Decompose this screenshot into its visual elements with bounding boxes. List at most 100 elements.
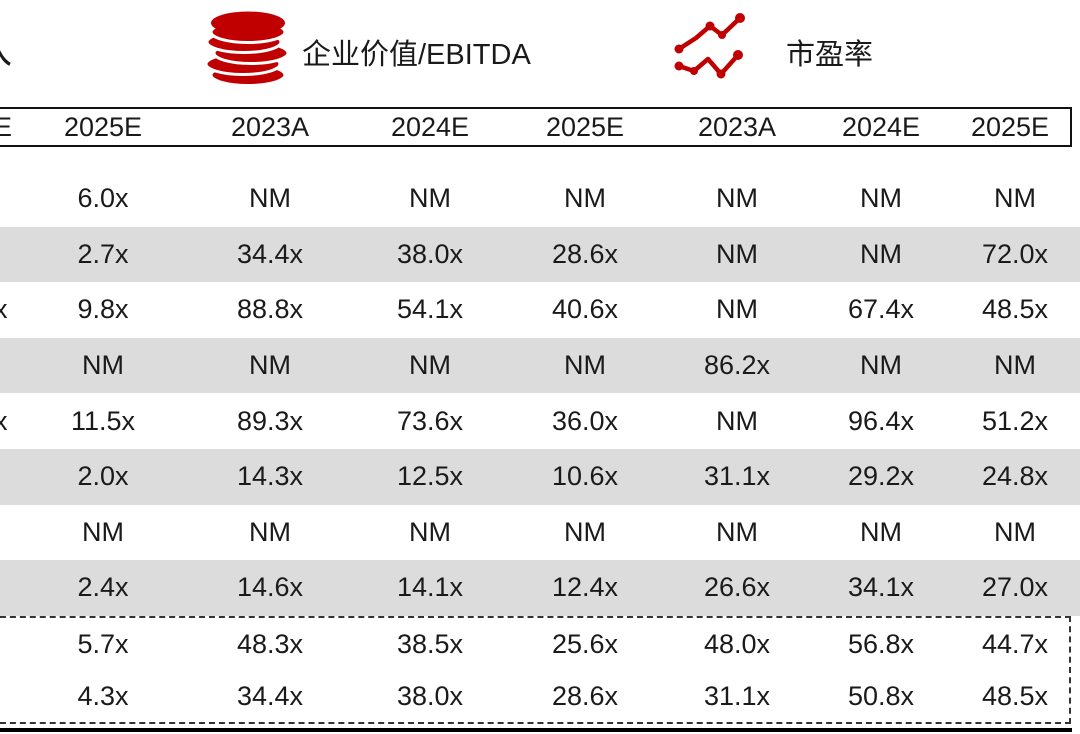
summary-row: 4.3x 34.4x 38.0x 28.6x 31.1x 50.8x 48.5x xyxy=(0,670,1080,722)
table-row: 2.4x 14.6x 14.1x 12.4x 26.6x 34.1x 27.0x xyxy=(0,560,1080,616)
comps-table: E 2025E 2023A 2024E 2025E 2023A 2024E 20… xyxy=(0,107,1080,724)
table-cell: x xyxy=(0,294,8,325)
table-cell: 24.8x xyxy=(981,461,1049,492)
table-cell: 48.0x xyxy=(703,629,771,659)
table-cell: 50.8x xyxy=(847,680,915,711)
table-cell: 11.5x xyxy=(70,405,136,436)
table-cell: 96.4x xyxy=(847,405,915,436)
table-row: x 11.5x 89.3x 73.6x 36.0x NM 96.4x 51.2x xyxy=(0,393,1080,449)
table-cell: NM xyxy=(860,350,902,381)
column-header: E xyxy=(0,111,13,142)
table-row: NM NM NM NM 86.2x NM NM xyxy=(0,337,1080,394)
table-cell: NM xyxy=(860,183,902,214)
table-cell: NM xyxy=(249,350,291,381)
table-cell: NM xyxy=(716,183,758,214)
summary-box: 5.7x 48.3x 38.5x 25.6x 48.0x 56.8x 44.7x… xyxy=(0,615,1071,724)
table-row: 6.0x NM NM NM NM NM NM xyxy=(0,171,1080,227)
table-cell: 51.2x xyxy=(981,405,1049,436)
summary-row: 5.7x 48.3x 38.5x 25.6x 48.0x 56.8x 44.7x xyxy=(0,619,1080,671)
table-cell: NM xyxy=(409,350,451,381)
table-cell: 34.4x xyxy=(236,680,304,711)
table-body: 6.0x NM NM NM NM NM NM 2.7x 34.4x 38.0x … xyxy=(0,147,1080,724)
table-cell: 72.0x xyxy=(981,238,1049,269)
table-cell: 56.8x xyxy=(847,629,915,659)
column-header: 2024E xyxy=(390,111,470,142)
table-cell: NM xyxy=(860,238,902,269)
table-bottom-rule xyxy=(0,728,1072,732)
table-cell: 14.3x xyxy=(236,461,304,492)
table-row: x 9.8x 88.8x 54.1x 40.6x NM 67.4x 48.5x xyxy=(0,282,1080,338)
table-cell: 28.6x xyxy=(551,238,619,269)
table-cell: 38.0x xyxy=(396,238,464,269)
table-cell: 38.5x xyxy=(396,629,464,659)
table-cell: 14.1x xyxy=(396,572,464,603)
table-cell: 2.4x xyxy=(77,572,129,603)
table-row: 2.7x 34.4x 38.0x 28.6x NM NM 72.0x xyxy=(0,226,1080,283)
legend-bar: 入 企业价值/EBITDA xyxy=(0,0,1080,107)
table-cell: NM xyxy=(716,405,758,436)
table-cell: 9.8x xyxy=(77,294,129,325)
table-cell: 48.3x xyxy=(236,629,304,659)
table-cell: 34.4x xyxy=(236,238,304,269)
table-cell: x xyxy=(0,405,8,436)
table-cell: 25.6x xyxy=(551,629,619,659)
column-header: 2023A xyxy=(230,111,310,142)
table-cell: 14.6x xyxy=(236,572,304,603)
table-row: NM NM NM NM NM NM NM xyxy=(0,505,1080,561)
cropped-legend-label-fragment: 入 xyxy=(0,22,12,74)
table-cell: 54.1x xyxy=(396,294,464,325)
table-cell: 12.5x xyxy=(396,461,464,492)
column-header: 2023A xyxy=(697,111,777,142)
table-cell: NM xyxy=(564,350,606,381)
table-cell: NM xyxy=(716,238,758,269)
table-cell: 40.6x xyxy=(551,294,619,325)
table-cell: 2.0x xyxy=(77,461,129,492)
table-cell: NM xyxy=(716,516,758,547)
table-cell: NM xyxy=(409,183,451,214)
table-cell: 5.7x xyxy=(77,629,129,659)
table-cell: 34.1x xyxy=(847,572,915,603)
table-cell: 31.1x xyxy=(703,461,771,492)
table-cell: 28.6x xyxy=(551,680,619,711)
table-cell: 10.6x xyxy=(551,461,619,492)
table-cell: 29.2x xyxy=(847,461,915,492)
table-cell: 12.4x xyxy=(551,572,619,603)
table-cell: 27.0x xyxy=(981,572,1049,603)
table-cell: 38.0x xyxy=(396,680,464,711)
table-cell: 6.0x xyxy=(77,183,129,214)
table-cell: NM xyxy=(82,516,124,547)
table-cell: 88.8x xyxy=(236,294,304,325)
ev-ebitda-label: 企业价值/EBITDA xyxy=(302,39,531,71)
table-cell: NM xyxy=(249,183,291,214)
table-cell: 31.1x xyxy=(703,680,771,711)
table-cell: NM xyxy=(716,294,758,325)
table-header-row: E 2025E 2023A 2024E 2025E 2023A 2024E 20… xyxy=(0,107,1072,147)
column-header: 2025E xyxy=(63,111,143,142)
table-cell: 89.3x xyxy=(236,405,304,436)
table-cell: NM xyxy=(994,350,1036,381)
table-cell: 48.5x xyxy=(981,680,1049,711)
table-cell: NM xyxy=(249,516,291,547)
column-header: 2025E xyxy=(970,111,1050,142)
table-cell: NM xyxy=(994,183,1036,214)
table-cell: NM xyxy=(409,516,451,547)
table-cell: 86.2x xyxy=(703,350,771,381)
table-cell: 26.6x xyxy=(703,572,771,603)
column-header: 2024E xyxy=(841,111,921,142)
table-cell: 67.4x xyxy=(847,294,915,325)
table-cell: NM xyxy=(82,350,124,381)
table-cell: 4.3x xyxy=(77,680,129,711)
table-cell: 2.7x xyxy=(77,238,129,269)
pe-ratio-label: 市盈率 xyxy=(786,39,874,71)
table-cell: 73.6x xyxy=(396,405,464,436)
table-cell: NM xyxy=(994,516,1036,547)
table-row: 2.0x 14.3x 12.5x 10.6x 31.1x 29.2x 24.8x xyxy=(0,448,1080,505)
table-cell: NM xyxy=(860,516,902,547)
coins-icon xyxy=(202,9,294,92)
table-cell: NM xyxy=(564,516,606,547)
line-chart-icon xyxy=(674,11,756,86)
table-cell: NM xyxy=(564,183,606,214)
column-header: 2025E xyxy=(545,111,625,142)
table-cell: 44.7x xyxy=(981,629,1049,659)
